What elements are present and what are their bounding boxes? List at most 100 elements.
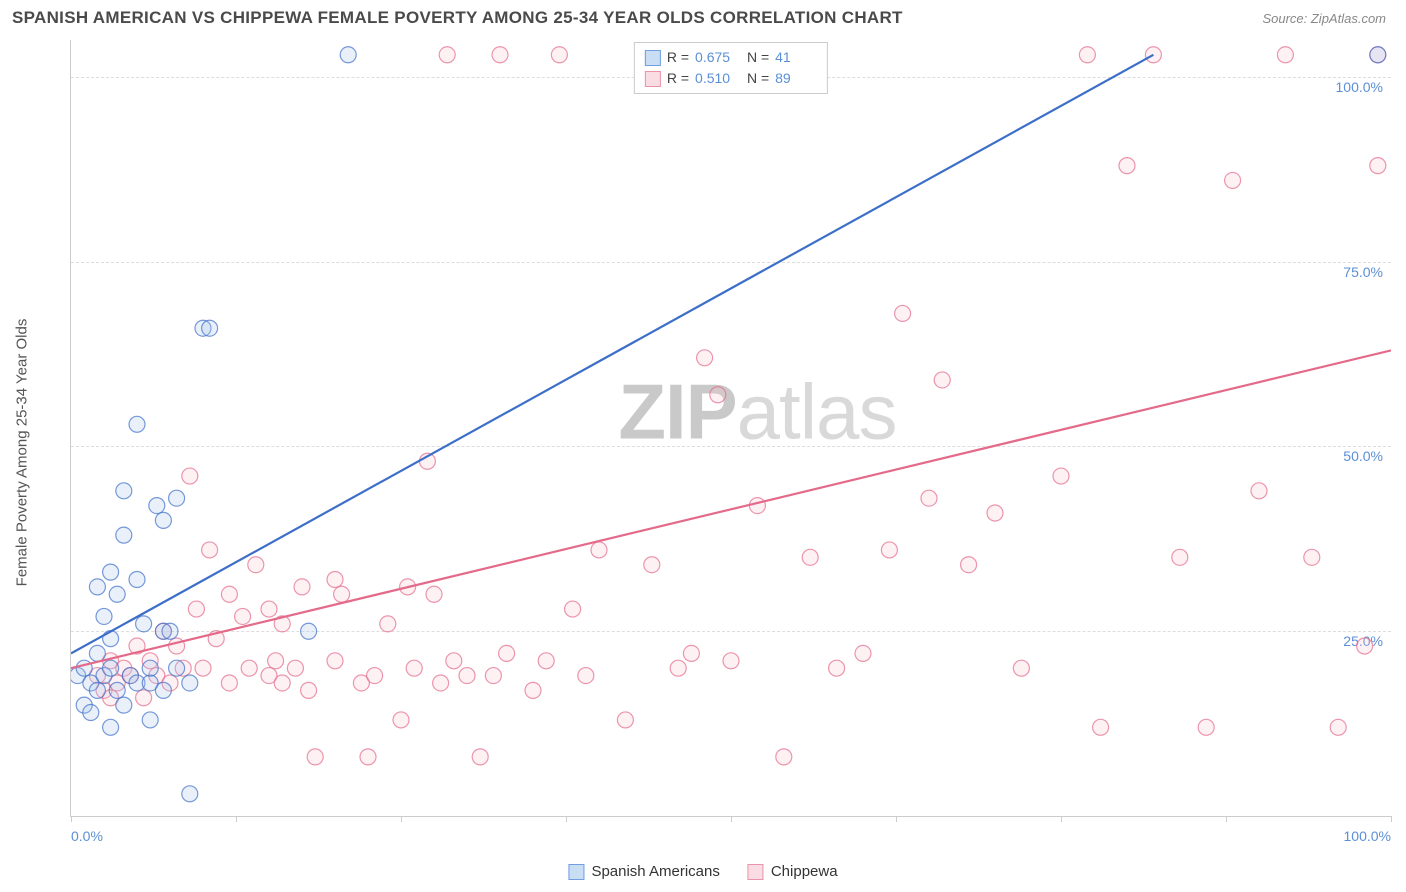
data-point xyxy=(1093,719,1109,735)
data-point xyxy=(109,586,125,602)
data-point xyxy=(538,653,554,669)
x-tick xyxy=(236,816,237,822)
data-point xyxy=(776,749,792,765)
data-point xyxy=(129,416,145,432)
data-point xyxy=(1013,660,1029,676)
data-point xyxy=(1330,719,1346,735)
data-point xyxy=(551,47,567,63)
data-point xyxy=(221,675,237,691)
x-tick xyxy=(1226,816,1227,822)
data-point xyxy=(142,712,158,728)
data-point xyxy=(934,372,950,388)
data-point xyxy=(1277,47,1293,63)
data-point xyxy=(188,601,204,617)
data-point xyxy=(182,786,198,802)
legend-label-0: Spanish Americans xyxy=(591,863,719,880)
data-point xyxy=(268,653,284,669)
data-point xyxy=(710,387,726,403)
data-point xyxy=(202,542,218,558)
stat-n-label: N = xyxy=(743,68,769,89)
data-point xyxy=(644,557,660,573)
data-point xyxy=(116,483,132,499)
plot-area: ZIPatlas R = 0.675 N = 41 R = 0.510 N = … xyxy=(70,40,1391,817)
data-point xyxy=(301,682,317,698)
legend-swatch-icon xyxy=(748,864,764,880)
data-point xyxy=(103,564,119,580)
data-point xyxy=(697,350,713,366)
data-point xyxy=(1225,172,1241,188)
data-point xyxy=(334,586,350,602)
chart-title: SPANISH AMERICAN VS CHIPPEWA FEMALE POVE… xyxy=(12,8,903,28)
data-point xyxy=(360,749,376,765)
data-point xyxy=(182,468,198,484)
data-point xyxy=(294,579,310,595)
data-point xyxy=(274,675,290,691)
data-point xyxy=(472,749,488,765)
stat-n-label: N = xyxy=(743,47,769,68)
legend-bottom: Spanish Americans Chippewa xyxy=(568,863,837,880)
stat-r-value-1: 0.510 xyxy=(695,68,737,89)
data-point xyxy=(433,675,449,691)
data-point xyxy=(855,645,871,661)
data-point xyxy=(1119,158,1135,174)
data-point xyxy=(116,527,132,543)
data-point xyxy=(136,690,152,706)
x-tick xyxy=(71,816,72,822)
data-point xyxy=(723,653,739,669)
data-point xyxy=(235,608,251,624)
legend-item-0: Spanish Americans xyxy=(568,863,719,880)
data-point xyxy=(169,660,185,676)
data-point xyxy=(202,320,218,336)
data-point xyxy=(987,505,1003,521)
data-point xyxy=(169,490,185,506)
legend-item-1: Chippewa xyxy=(748,863,838,880)
data-point xyxy=(149,498,165,514)
data-point xyxy=(1370,47,1386,63)
data-point xyxy=(109,682,125,698)
legend-swatch-0 xyxy=(645,50,661,66)
data-point xyxy=(426,586,442,602)
x-tick-label: 100.0% xyxy=(1344,828,1391,844)
data-point xyxy=(301,623,317,639)
data-point xyxy=(591,542,607,558)
x-tick xyxy=(896,816,897,822)
data-point xyxy=(248,557,264,573)
data-point xyxy=(499,645,515,661)
data-point xyxy=(380,616,396,632)
data-point xyxy=(525,682,541,698)
data-point xyxy=(1304,549,1320,565)
stat-r-label: R = xyxy=(667,47,689,68)
legend-label-1: Chippewa xyxy=(771,863,838,880)
chart-container: Female Poverty Among 25-34 Year Olds ZIP… xyxy=(40,40,1391,847)
data-point xyxy=(142,660,158,676)
data-point xyxy=(1370,158,1386,174)
stat-n-value-1: 89 xyxy=(775,68,817,89)
data-point xyxy=(367,668,383,684)
source-label: Source: ZipAtlas.com xyxy=(1262,11,1386,26)
data-point xyxy=(670,660,686,676)
data-point xyxy=(961,557,977,573)
data-point xyxy=(1357,638,1373,654)
x-tick xyxy=(566,816,567,822)
data-point xyxy=(492,47,508,63)
legend-swatch-icon xyxy=(568,864,584,880)
x-tick xyxy=(401,816,402,822)
data-point xyxy=(393,712,409,728)
data-point xyxy=(446,653,462,669)
trend-line xyxy=(71,350,1391,668)
legend-stats-row-1: R = 0.510 N = 89 xyxy=(645,68,817,89)
stat-r-value-0: 0.675 xyxy=(695,47,737,68)
x-tick xyxy=(731,816,732,822)
data-point xyxy=(89,579,105,595)
data-point xyxy=(406,660,422,676)
data-point xyxy=(565,601,581,617)
data-point xyxy=(136,616,152,632)
data-point xyxy=(89,682,105,698)
data-point xyxy=(617,712,633,728)
data-point xyxy=(155,682,171,698)
data-point xyxy=(921,490,937,506)
data-point xyxy=(459,668,475,684)
data-point xyxy=(1053,468,1069,484)
data-point xyxy=(287,660,303,676)
data-point xyxy=(83,705,99,721)
